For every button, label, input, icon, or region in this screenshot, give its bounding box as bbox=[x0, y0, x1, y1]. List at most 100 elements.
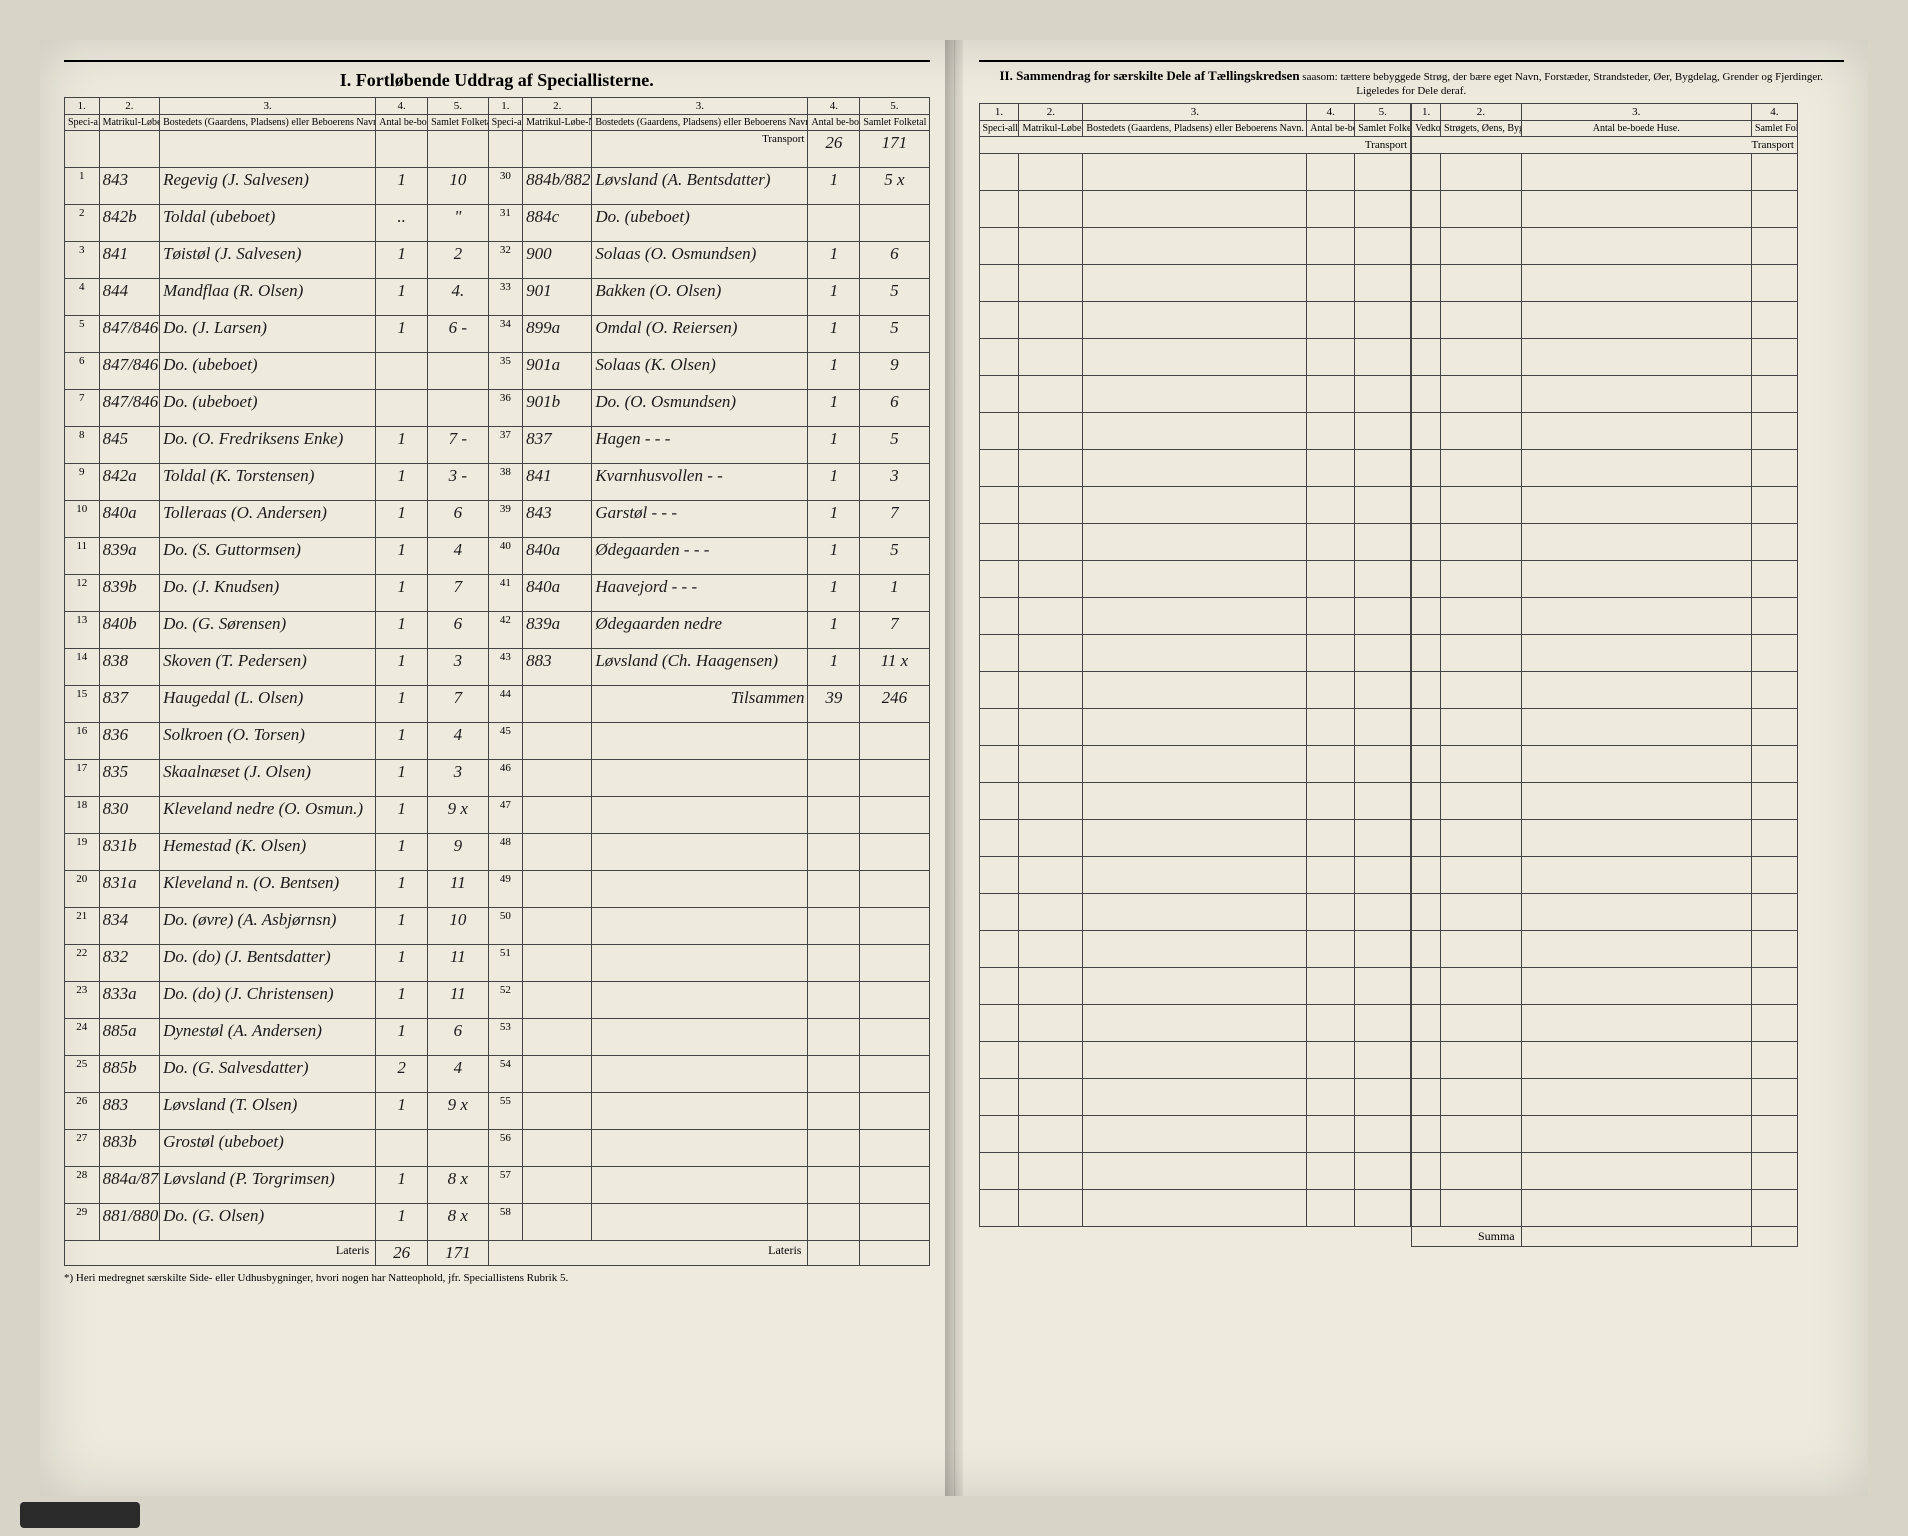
summary-table-b: 1. 2. 3. 4. Vedkommende Specialisters No… bbox=[1411, 103, 1844, 1247]
lateris-huse: 26 bbox=[376, 1241, 428, 1266]
row-num: 23 bbox=[65, 982, 100, 1019]
folketal: 6 bbox=[860, 242, 929, 279]
antal-huse: 1 bbox=[376, 982, 428, 1019]
table-row bbox=[979, 856, 1411, 893]
table-row: 25885bDo. (G. Salvesdatter)2454 bbox=[65, 1056, 930, 1093]
table-row: 4844Mandflaa (R. Olsen)14.33901Bakken (O… bbox=[65, 279, 930, 316]
table-row: 5847/846aDo. (J. Larsen)16 -34899aOmdal … bbox=[65, 316, 930, 353]
table-row bbox=[979, 671, 1411, 708]
row-num: 38 bbox=[488, 464, 523, 501]
colhead-bosted: Bostedets (Gaardens, Pladsens) eller Beb… bbox=[160, 115, 376, 131]
folketal: 11 bbox=[428, 871, 489, 908]
matrikul-no: 847/846b bbox=[99, 390, 160, 427]
row-num: 11 bbox=[65, 538, 100, 575]
bosted-navn: Løvsland (Ch. Haagensen) bbox=[592, 649, 808, 686]
bosted-navn: Do. (O. Fredriksens Enke) bbox=[160, 427, 376, 464]
colhead-ra2: Matrikul-Løbe-No. bbox=[1019, 120, 1083, 136]
matrikul-no: 840b bbox=[99, 612, 160, 649]
row-num: 2 bbox=[65, 205, 100, 242]
colhead-bosted-b: Bostedets (Gaardens, Pladsens) eller Beb… bbox=[592, 115, 808, 131]
matrikul-no: 847/846 bbox=[99, 353, 160, 390]
table-row bbox=[1412, 1004, 1844, 1041]
folketal: 3 bbox=[860, 464, 929, 501]
folketal: 10 bbox=[428, 908, 489, 945]
bosted-navn: Løvsland (T. Olsen) bbox=[160, 1093, 376, 1130]
colnum-s1: 1. bbox=[1412, 103, 1441, 120]
matrikul-no: 840a bbox=[99, 501, 160, 538]
ledger-table-left: 1. 2. 3. 4. 5. 1. 2. 3. 4. 5. Speci-alli… bbox=[64, 97, 930, 1266]
table-row: 16836Solkroen (O. Torsen)1445 bbox=[65, 723, 930, 760]
folketal: 6 bbox=[428, 1019, 489, 1056]
antal-huse: 1 bbox=[808, 316, 860, 353]
table-row: 14838Skoven (T. Pedersen)1343883Løvsland… bbox=[65, 649, 930, 686]
row-num: 14 bbox=[65, 649, 100, 686]
colhead-ra5: Samlet Folketal (tilstede-værende Perso-… bbox=[1355, 120, 1411, 136]
row-num: 18 bbox=[65, 797, 100, 834]
matrikul-no: 845 bbox=[99, 427, 160, 464]
table-row bbox=[979, 412, 1411, 449]
colhead-spec-no: Speci-allis-ter-nes No. bbox=[65, 115, 100, 131]
table-row: 15837Haugedal (L. Olsen)1744Tilsammen392… bbox=[65, 686, 930, 723]
table-row: 3841Tøistøl (J. Salvesen)1232900Solaas (… bbox=[65, 242, 930, 279]
folketal: 7 bbox=[860, 612, 929, 649]
bosted-navn: Løvsland (A. Bentsdatter) bbox=[592, 168, 808, 205]
row-num: 22 bbox=[65, 945, 100, 982]
folketal: 4 bbox=[428, 1056, 489, 1093]
matrikul-no: 881/880 bbox=[99, 1204, 160, 1241]
row-num: 13 bbox=[65, 612, 100, 649]
table-row: 19831bHemestad (K. Olsen)1948 bbox=[65, 834, 930, 871]
colhead-spec-no-b: Speci-allis-ter-nes No. bbox=[488, 115, 523, 131]
section-ii-bold: II. Sammendrag for særskilte Dele af Tæl… bbox=[999, 68, 1299, 83]
table-row: 2842bToldal (ubeboet).."31884cDo. (ubebo… bbox=[65, 205, 930, 242]
table-row bbox=[979, 708, 1411, 745]
folketal: 7 bbox=[860, 501, 929, 538]
colnum-s4: 4. bbox=[1751, 103, 1797, 120]
matrikul-no: 834 bbox=[99, 908, 160, 945]
table-row bbox=[979, 523, 1411, 560]
table-row bbox=[979, 1189, 1411, 1226]
table-row: 18830Kleveland nedre (O. Osmun.)19 x47 bbox=[65, 797, 930, 834]
bosted-navn: Do. (G. Salvesdatter) bbox=[160, 1056, 376, 1093]
antal-huse: 1 bbox=[808, 279, 860, 316]
row-num: 5 bbox=[65, 316, 100, 353]
table-row bbox=[979, 486, 1411, 523]
table-row bbox=[1412, 893, 1844, 930]
row-num: 55 bbox=[488, 1093, 523, 1130]
table-row bbox=[979, 893, 1411, 930]
table-row: 8845Do. (O. Fredriksens Enke)17 -37837Ha… bbox=[65, 427, 930, 464]
row-num: 24 bbox=[65, 1019, 100, 1056]
footnote: *) Heri medregnet særskilte Side- eller … bbox=[64, 1266, 930, 1284]
row-num: 15 bbox=[65, 686, 100, 723]
transport-label: Transport bbox=[592, 131, 808, 168]
antal-huse: 1 bbox=[376, 1167, 428, 1204]
colhead-ra1: Speci-allis-ter-nes No. bbox=[979, 120, 1019, 136]
matrikul-no: 839b bbox=[99, 575, 160, 612]
table-row bbox=[1412, 375, 1844, 412]
matrikul-no: 884a/879 bbox=[99, 1167, 160, 1204]
antal-huse bbox=[376, 353, 428, 390]
row-num: 8 bbox=[65, 427, 100, 464]
colnum-2: 2. bbox=[99, 98, 160, 115]
colhead-huse-b: Antal be-boede Huse*). bbox=[808, 115, 860, 131]
colnum-4: 4. bbox=[376, 98, 428, 115]
antal-huse: 1 bbox=[808, 353, 860, 390]
antal-huse: 1 bbox=[376, 945, 428, 982]
row-num: 39 bbox=[488, 501, 523, 538]
matrikul-no: 883 bbox=[523, 649, 592, 686]
transport-label-a: Transport bbox=[979, 136, 1411, 153]
antal-huse: 1 bbox=[808, 168, 860, 205]
matrikul-no: 839a bbox=[99, 538, 160, 575]
row-num: 4 bbox=[65, 279, 100, 316]
folketal: 8 x bbox=[428, 1167, 489, 1204]
table-row bbox=[979, 449, 1411, 486]
bosted-navn: Kvarnhusvollen - - bbox=[592, 464, 808, 501]
matrikul-no: 835 bbox=[99, 760, 160, 797]
table-row bbox=[979, 782, 1411, 819]
colhead-rb3: Antal be-boede Huse. bbox=[1521, 120, 1751, 136]
colnum-r5: 5. bbox=[1355, 103, 1411, 120]
folketal: 6 bbox=[860, 390, 929, 427]
row-num: 7 bbox=[65, 390, 100, 427]
bosted-navn: Grostøl (ubeboet) bbox=[160, 1130, 376, 1167]
matrikul-no: 884b/882ab bbox=[523, 168, 592, 205]
bosted-navn: Do. (do) (J. Bentsdatter) bbox=[160, 945, 376, 982]
